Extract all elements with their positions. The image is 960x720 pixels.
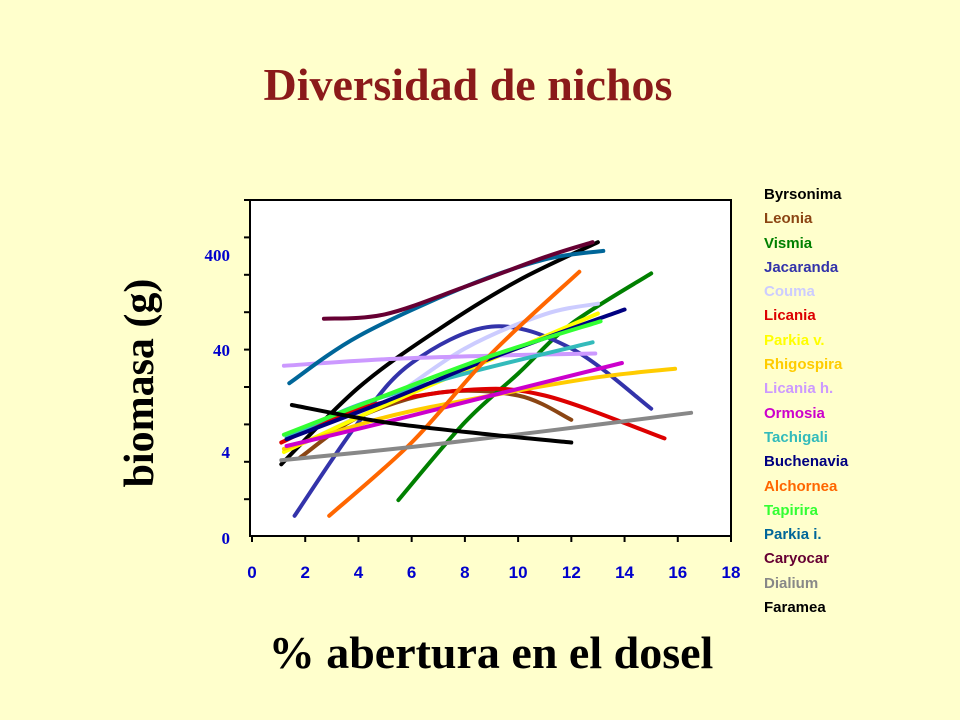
- legend-entry: Rhigospira: [764, 356, 843, 374]
- x-tick-label: 4: [354, 563, 364, 582]
- x-tick-label: 18: [722, 563, 741, 582]
- series-line-tapirira: [281, 319, 603, 437]
- legend-entry: Buchenavia: [764, 453, 849, 471]
- legend-entry: Byrsonima: [764, 186, 842, 203]
- legend-entry: Ormosia: [764, 404, 825, 422]
- x-tick-label: 0: [247, 563, 256, 582]
- chart-title: Diversidad de nichos: [263, 59, 673, 110]
- legend-entry: Licania h.: [764, 380, 834, 398]
- y-tick-label: 400: [205, 246, 231, 265]
- legend-entry: Dialium: [764, 574, 819, 592]
- x-tick-label: 2: [300, 563, 309, 582]
- series-line-licania: [279, 386, 667, 445]
- series-line-caryocar: [321, 240, 595, 321]
- legend-entry: Licania: [764, 307, 816, 325]
- series-line-dialium: [279, 410, 694, 463]
- series-line-vismia: [396, 271, 654, 503]
- legend-entry: Parkia i.: [764, 526, 822, 544]
- x-tick-label: 14: [615, 563, 634, 582]
- legend-entry: Parkia v.: [764, 331, 825, 349]
- x-tick-label: 6: [407, 563, 416, 582]
- legend-entry: Leonia: [764, 210, 813, 228]
- legend-entry: Jacaranda: [764, 258, 839, 276]
- legend: Byrsonima Leonia Vismia Jacaranda Couma Lican…: [764, 183, 848, 620]
- legend-entry: Caryocar: [764, 550, 830, 568]
- y-tick-label: 40: [213, 341, 230, 360]
- y-tick-label: 4: [222, 443, 231, 462]
- legend-entry: Tapirira: [764, 501, 818, 519]
- legend-entry: Couma: [764, 283, 815, 301]
- series-line-jacaranda: [292, 324, 654, 518]
- series-line-alchornea: [327, 269, 582, 518]
- x-tick-label: 10: [509, 563, 528, 582]
- x-axis-label: % abertura en el dosel: [268, 627, 714, 678]
- legend-entry: Faramea: [764, 599, 826, 617]
- series-line-faramea: [289, 403, 574, 445]
- legend-entry: Tachigali: [764, 428, 828, 446]
- legend-entry: Vismia: [764, 234, 813, 252]
- x-tick-label: 12: [562, 563, 581, 582]
- x-tick-label: 16: [668, 563, 687, 582]
- y-tick-label: 0: [222, 529, 231, 548]
- x-tick-label: 8: [460, 563, 469, 582]
- legend-entry: Alchornea: [764, 477, 838, 495]
